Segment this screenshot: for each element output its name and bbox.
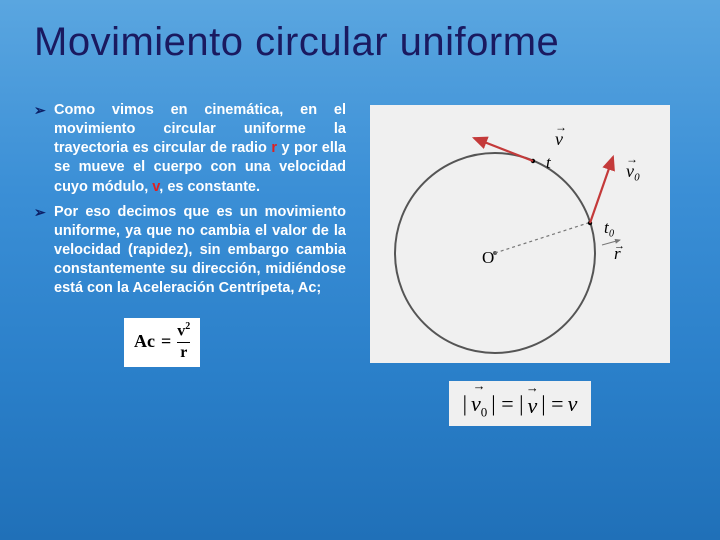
radius-line <box>495 223 588 253</box>
formula-op: = <box>161 331 171 352</box>
vec-v: v <box>528 389 538 419</box>
bullet-list: Como vimos en cinemática, en el movimien… <box>34 101 346 298</box>
v0-sub: 0 <box>481 404 488 419</box>
page-title: Movimiento circular uniforme <box>34 20 686 65</box>
v-label: v <box>555 129 563 149</box>
formula-num: v2 <box>177 322 190 339</box>
bullet-1: Como vimos en cinemática, en el movimien… <box>34 101 346 197</box>
formula-fraction: v2 r <box>177 322 190 360</box>
v0-base: v <box>471 391 481 416</box>
formula-eq: Ac = v2 r <box>134 322 190 360</box>
formula-exp: 2 <box>185 321 190 332</box>
text-column: Como vimos en cinemática, en el movimien… <box>34 101 346 426</box>
v0-label: v₀ <box>626 161 640 181</box>
t0-label: t₀ <box>604 218 615 237</box>
abs-close: | = <box>541 391 563 417</box>
bullet-2: Por eso decimos que es un movimiento uni… <box>34 203 346 299</box>
diagram-svg: O → r → v <box>370 105 670 363</box>
magnitude-equation: | v0 | = | v | = v <box>449 381 592 426</box>
bullet-1-text-c: , es constante. <box>159 179 260 195</box>
figure-column: O → r → v <box>354 101 686 426</box>
abs-open-1: | <box>463 391 467 417</box>
slide: Movimiento circular uniforme Como vimos … <box>0 0 720 540</box>
circular-motion-diagram: O → r → v <box>370 105 670 363</box>
radius-label-text: r <box>614 244 621 263</box>
center-label: O <box>482 248 494 267</box>
content-columns: Como vimos en cinemática, en el movimien… <box>34 101 686 426</box>
vector-v <box>474 138 533 161</box>
formula-lhs: Ac <box>134 331 155 352</box>
formula-centripetal: Ac = v2 r <box>124 318 200 366</box>
vector-v0 <box>590 157 613 223</box>
formula-bar <box>177 342 190 343</box>
rhs-v: v <box>568 391 578 417</box>
abs-mid: | = | <box>491 391 523 417</box>
formula-den: r <box>180 345 187 361</box>
vec-v0: v0 <box>471 387 487 420</box>
